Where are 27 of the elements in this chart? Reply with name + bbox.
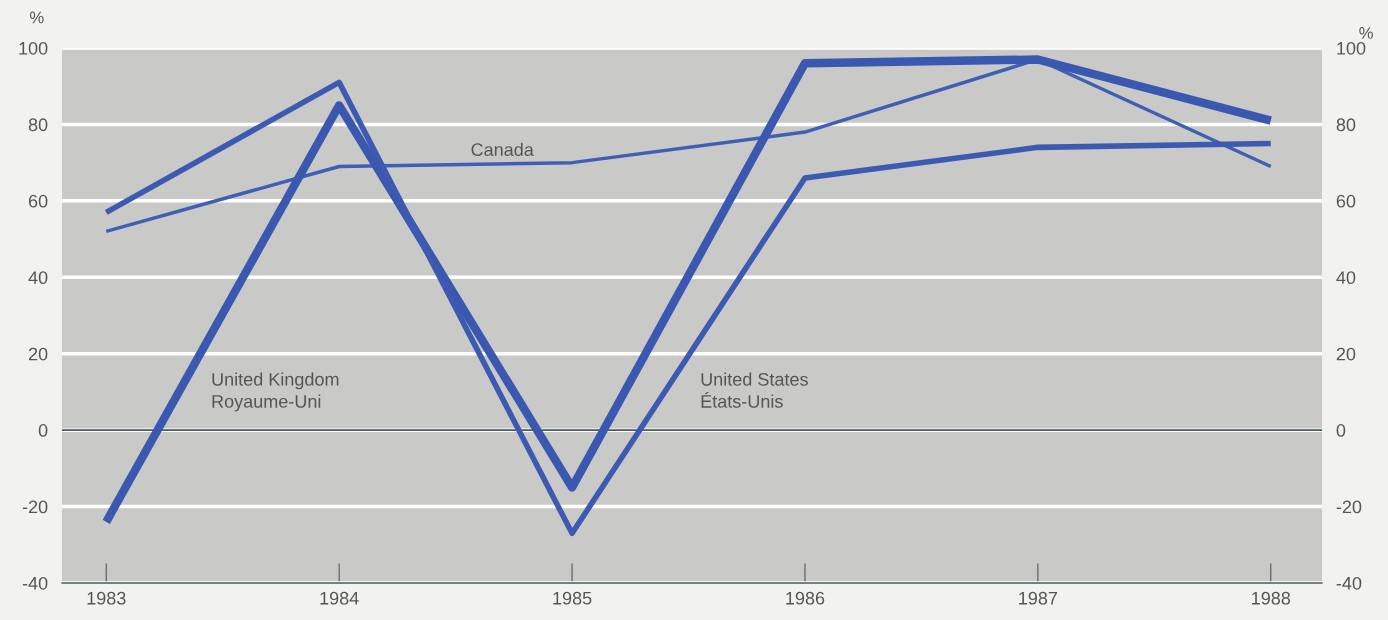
y-axis-title: %	[29, 11, 44, 24]
y2-tick-label: 60	[1336, 194, 1356, 208]
y2-tick-label: 0	[1336, 424, 1346, 437]
y2-tick-label: -40	[1336, 576, 1362, 590]
y-tick-label: 40	[28, 271, 48, 285]
y-tick-label: 100	[19, 41, 48, 55]
x-tick-label: 1986	[786, 591, 825, 605]
y-tick-label: 60	[28, 194, 48, 208]
y-tick-label: -40	[22, 576, 48, 590]
y2-tick-label: -20	[1336, 500, 1362, 514]
y2-tick-label: 40	[1336, 271, 1356, 285]
x-tick-label: 1985	[553, 591, 592, 605]
x-tick-label: 1984	[320, 591, 359, 605]
series-label: United Kingdom Royaume-Uni	[212, 372, 339, 412]
x-tick-label: 1983	[87, 591, 126, 605]
y-tick-label: 0	[38, 424, 48, 437]
x-tick-label: 1988	[1252, 591, 1291, 605]
y-tick-label: 20	[28, 347, 48, 361]
y2-tick-label: 80	[1336, 118, 1356, 132]
y-tick-label: -20	[22, 500, 48, 514]
y2-tick-label: 20	[1336, 347, 1356, 361]
y-tick-label: 80	[28, 118, 48, 132]
y2-axis-title: %	[1359, 27, 1373, 39]
series-label: Canada	[471, 142, 534, 157]
series-label: United States États-Unis	[701, 372, 808, 408]
x-tick-label: 1987	[1019, 591, 1058, 605]
y2-tick-label: 100	[1337, 41, 1366, 55]
